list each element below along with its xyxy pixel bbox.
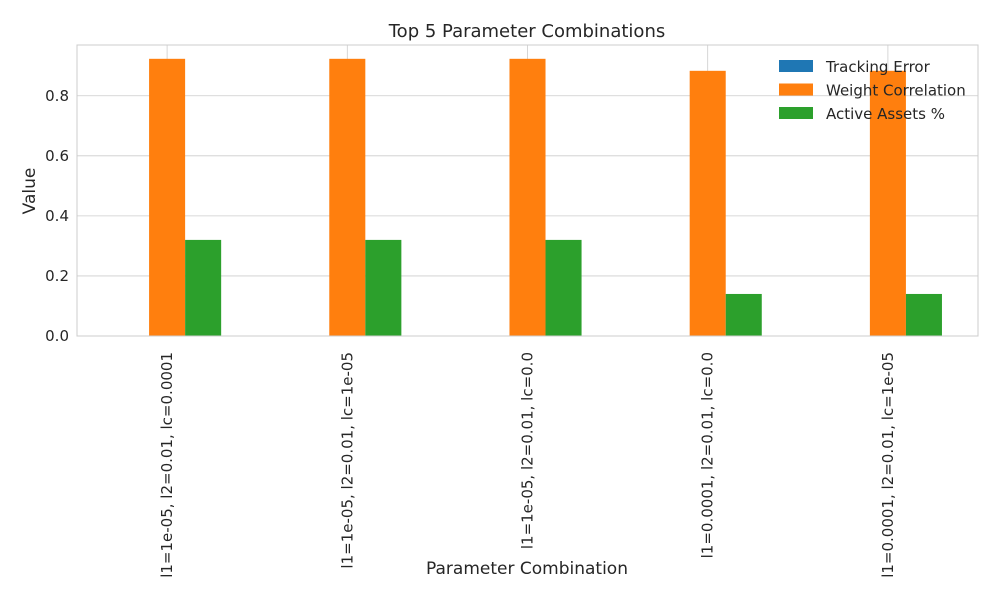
legend-swatch <box>779 107 813 119</box>
legend-label: Weight Correlation <box>826 82 966 100</box>
x-tick-label: l1=1e-05, l2=0.01, lc=1e-05 <box>338 352 356 569</box>
y-tick-label: 0.2 <box>45 267 69 285</box>
bar <box>905 293 942 336</box>
x-tick-label: l1=1e-05, l2=0.01, lc=0.0001 <box>158 352 176 578</box>
bar <box>365 239 402 336</box>
bar <box>509 58 546 336</box>
legend-item: Weight Correlation <box>779 82 966 100</box>
legend-label: Active Assets % <box>826 105 945 123</box>
legend-label: Tracking Error <box>825 58 931 76</box>
legend-item: Active Assets % <box>779 105 945 123</box>
x-tick-label: l1=0.0001, l2=0.01, lc=0.0 <box>699 352 717 558</box>
bars <box>113 58 942 336</box>
y-tick-labels: 0.0 0.2 0.4 0.6 0.8 <box>45 87 69 345</box>
legend: Tracking Error Weight Correlation Active A… <box>779 58 966 123</box>
y-tick-label: 0.6 <box>45 147 69 165</box>
x-tick-labels: l1=1e-05, l2=0.01, lc=0.0001 l1=1e-05, l2… <box>158 352 897 578</box>
bar <box>545 239 582 336</box>
bar <box>725 293 762 336</box>
chart-title: Top 5 Parameter Combinations <box>388 21 665 42</box>
plot-frame <box>76 44 979 337</box>
bar <box>689 70 726 336</box>
legend-item: Tracking Error <box>779 58 931 76</box>
y-axis-label: Value <box>20 168 40 215</box>
x-tick-label: l1=0.0001, l2=0.01, lc=1e-05 <box>879 352 897 578</box>
y-tick-label: 0.4 <box>45 207 69 225</box>
bar <box>869 70 906 336</box>
bar <box>185 239 222 336</box>
bar <box>329 58 366 336</box>
legend-swatch <box>779 83 813 96</box>
bar <box>149 58 186 336</box>
x-tick-label: l1=1e-05, l2=0.01, lc=0.0 <box>519 352 537 549</box>
x-axis-label: Parameter Combination <box>426 559 628 579</box>
legend-swatch <box>779 60 813 72</box>
y-tick-label: 0.0 <box>45 327 69 345</box>
y-tick-label: 0.8 <box>45 87 69 105</box>
